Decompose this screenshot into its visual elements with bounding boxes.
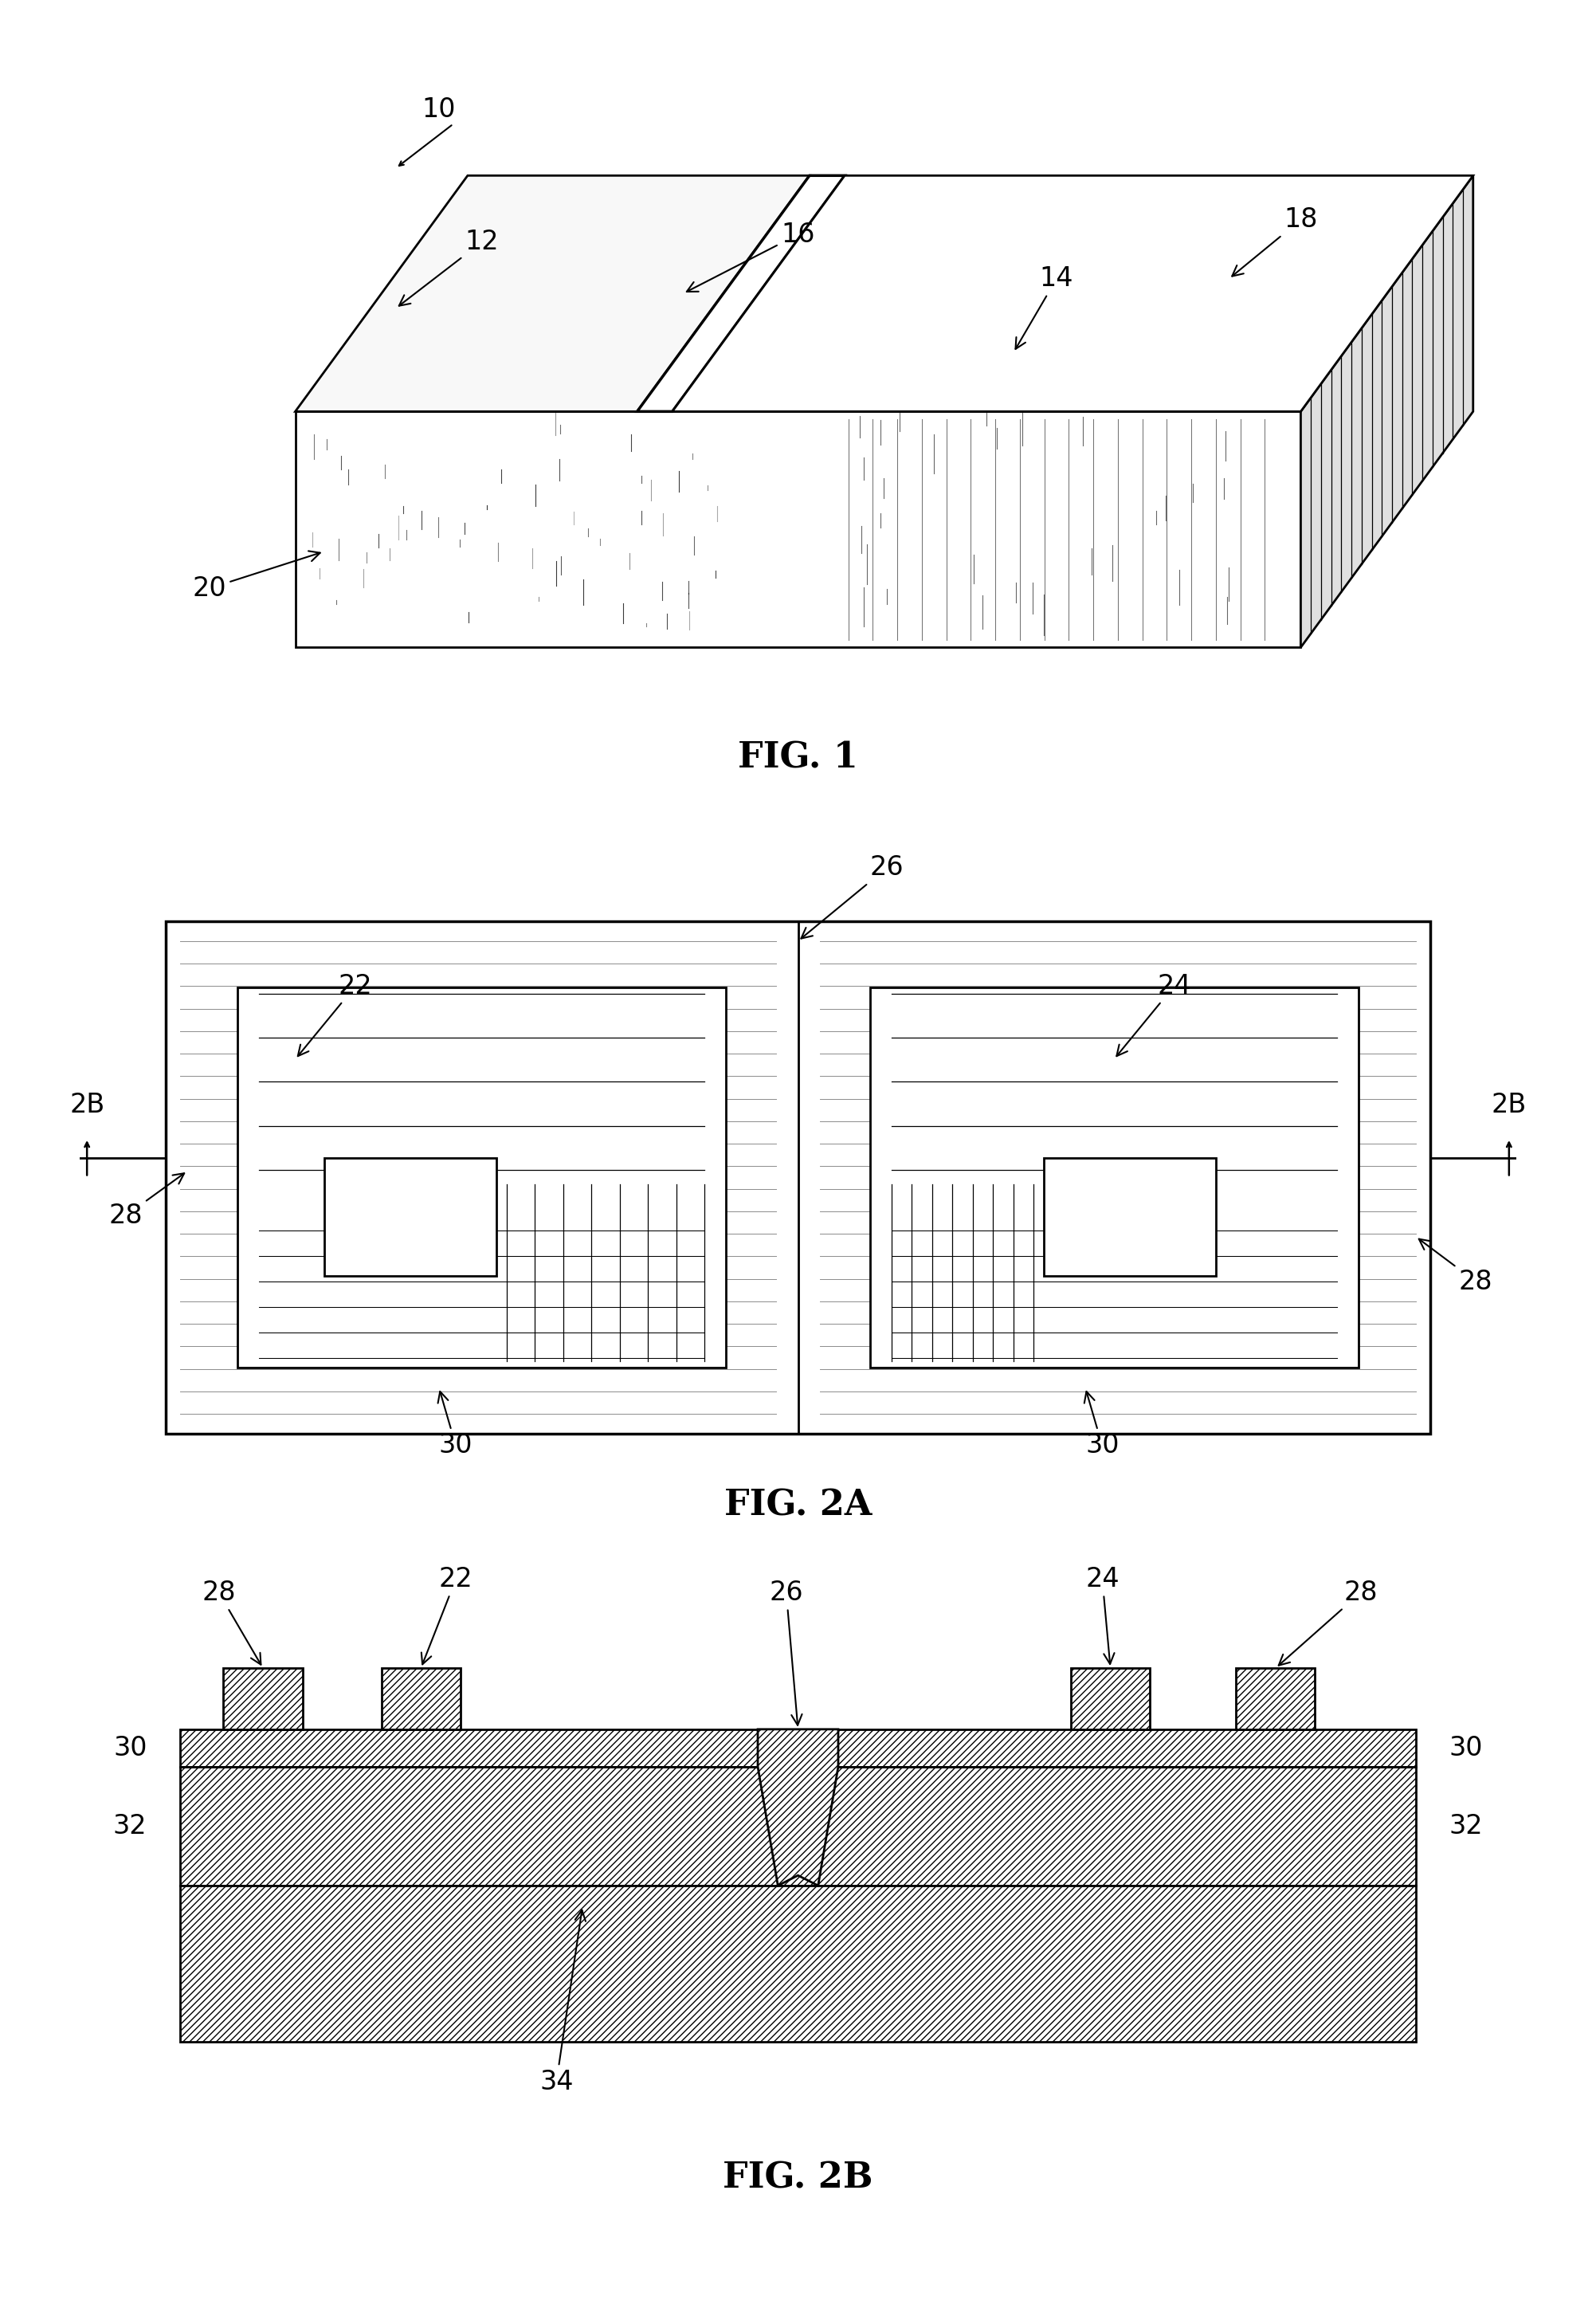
Text: 16: 16: [686, 221, 816, 293]
Bar: [1237, 1668, 1315, 1730]
Text: FIG. 2B: FIG. 2B: [723, 2161, 873, 2196]
Polygon shape: [758, 1730, 838, 1885]
Text: 12: 12: [399, 228, 500, 306]
Text: 30: 30: [113, 1735, 147, 1760]
Text: 14: 14: [1015, 265, 1074, 348]
Text: 18: 18: [1232, 207, 1318, 276]
Polygon shape: [637, 175, 844, 412]
Polygon shape: [1301, 175, 1473, 647]
Bar: [1071, 1668, 1151, 1730]
Bar: [381, 1668, 461, 1730]
Text: 22: 22: [421, 1567, 472, 1663]
Text: FIG. 1: FIG. 1: [737, 742, 859, 774]
Bar: [180, 1767, 1416, 1885]
Text: 28: 28: [109, 1173, 184, 1228]
Text: 20: 20: [192, 551, 321, 601]
Bar: [223, 1668, 303, 1730]
Bar: [1237, 1668, 1315, 1730]
Bar: [1071, 1668, 1151, 1730]
Text: 30: 30: [437, 1392, 472, 1458]
Bar: [166, 922, 1430, 1433]
Text: 10: 10: [421, 97, 456, 122]
Bar: [223, 1668, 303, 1730]
Bar: [180, 1730, 1416, 1767]
Polygon shape: [672, 175, 1473, 412]
Polygon shape: [295, 412, 1301, 647]
Text: 26: 26: [801, 855, 903, 938]
Text: 34: 34: [539, 1910, 586, 2094]
Bar: [180, 1885, 1416, 2041]
Text: 24: 24: [1085, 1567, 1119, 1663]
Bar: [870, 986, 1358, 1369]
Text: FIG. 2A: FIG. 2A: [725, 1488, 871, 1523]
Bar: [381, 1668, 461, 1730]
Text: 2B: 2B: [1491, 1092, 1527, 1117]
Bar: [1044, 1159, 1216, 1276]
Bar: [180, 1767, 1416, 1885]
Text: 28: 28: [1278, 1581, 1377, 1666]
Text: 24: 24: [1117, 972, 1191, 1055]
Text: 30: 30: [1449, 1735, 1483, 1760]
Text: 28: 28: [201, 1581, 260, 1663]
Text: 2B: 2B: [69, 1092, 105, 1117]
Bar: [324, 1159, 496, 1276]
Text: 32: 32: [113, 1813, 147, 1839]
Bar: [238, 986, 726, 1369]
Text: 30: 30: [1084, 1392, 1119, 1458]
Polygon shape: [295, 175, 809, 412]
Bar: [180, 1730, 1416, 1767]
Bar: [180, 1885, 1416, 2041]
Text: 32: 32: [1449, 1813, 1483, 1839]
Text: 26: 26: [769, 1581, 803, 1726]
Text: 22: 22: [298, 972, 372, 1055]
Text: 28: 28: [1419, 1240, 1492, 1295]
